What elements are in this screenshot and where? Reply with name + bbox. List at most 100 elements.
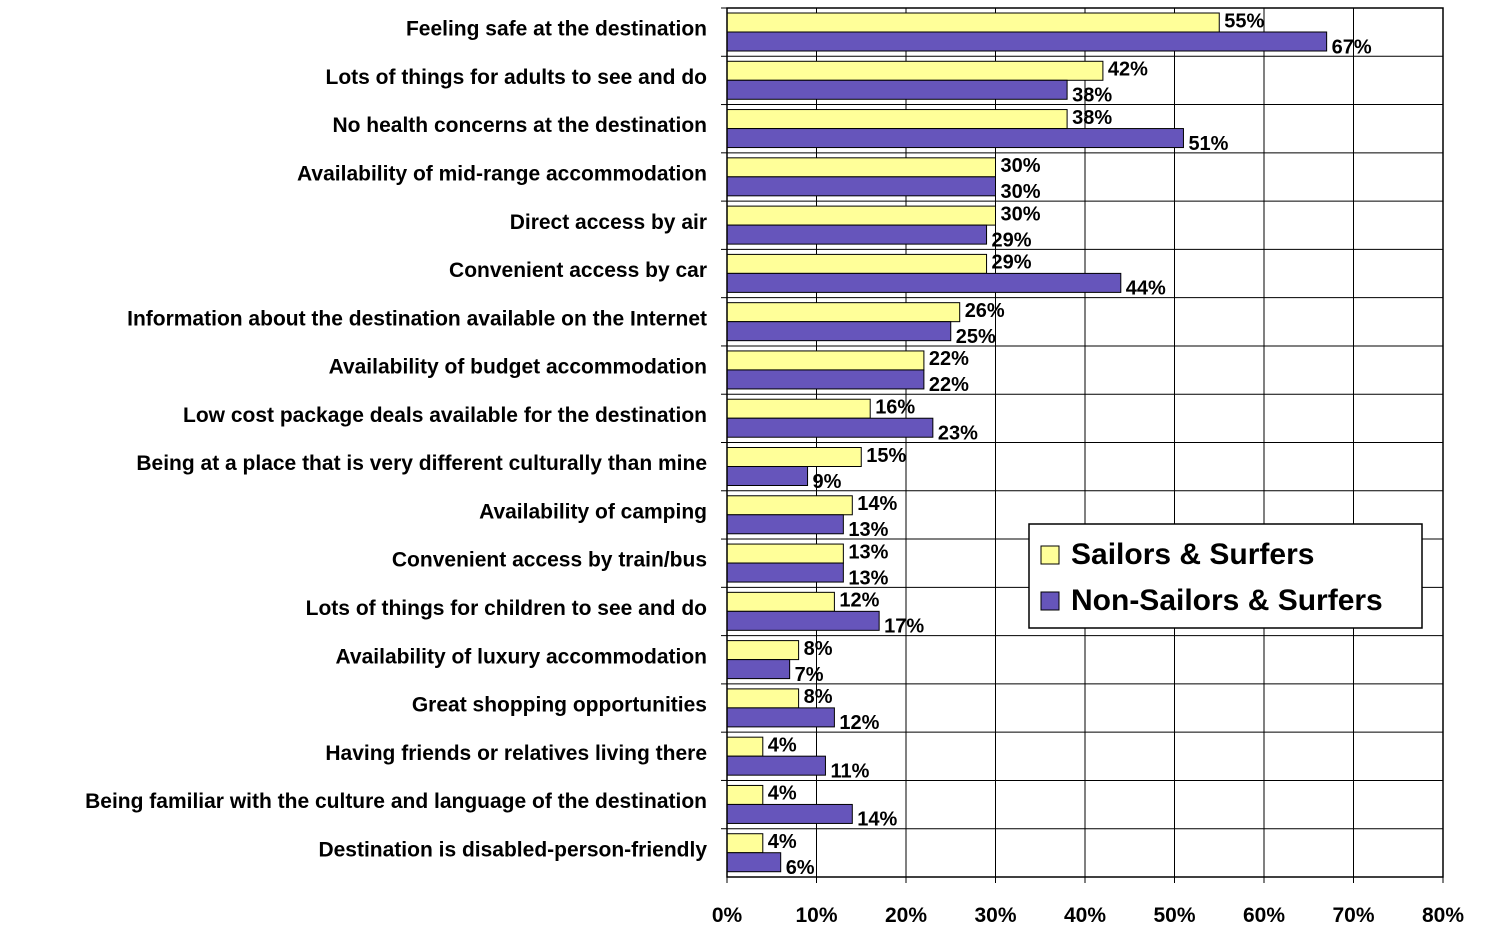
bar-sailors-surfers [726,205,996,226]
bar-non-sailors-surfers [726,610,880,631]
data-label: 17% [884,616,924,638]
bar-non-sailors-surfers [726,224,988,245]
category-label: Low cost package deals available for the… [183,404,707,427]
legend-swatch [1040,591,1060,611]
category-label: Great shopping opportunities [412,694,707,717]
data-label: 12% [839,712,879,734]
bar-sailors-surfers [726,833,764,854]
category-label: Being at a place that is very different … [136,452,707,475]
legend-box [1028,523,1423,629]
bar-sailors-surfers [726,302,961,323]
x-tick-label: 0% [712,904,743,926]
bar-sailors-surfers [726,543,844,564]
category-label: Destination is disabled-person-friendly [318,838,707,861]
bar-sailors-surfers [726,350,925,371]
data-label: 30% [1001,155,1041,177]
bar-non-sailors-surfers [726,803,853,824]
data-label: 30% [1001,203,1041,225]
data-label: 12% [839,590,879,612]
x-tick-label: 20% [885,904,927,926]
category-label: Availability of luxury accommodation [336,645,707,668]
data-label: 13% [848,541,888,563]
bar-non-sailors-surfers [726,31,1328,52]
data-label: 22% [929,374,969,396]
data-label: 8% [804,686,833,708]
legend-swatch [1040,545,1060,565]
bar-non-sailors-surfers [726,79,1068,100]
category-label: Having friends or relatives living there [325,742,707,765]
data-label: 25% [956,326,996,348]
bar-sailors-surfers [726,157,996,178]
category-label: No health concerns at the destination [332,114,707,137]
data-label: 44% [1126,278,1166,300]
bar-non-sailors-surfers [726,562,844,583]
bar-non-sailors-surfers [726,417,934,438]
category-label: Lots of things for children to see and d… [306,597,707,620]
data-label: 26% [965,300,1005,322]
data-label: 16% [875,397,915,419]
category-label: Availability of budget accommodation [329,356,707,379]
data-label: 30% [1001,181,1041,203]
data-label: 13% [848,567,888,589]
bar-non-sailors-surfers [726,128,1184,149]
bar-non-sailors-surfers [726,176,996,197]
bar-non-sailors-surfers [726,852,782,873]
x-tick-label: 70% [1332,904,1374,926]
bar-non-sailors-surfers [726,272,1122,293]
bar-sailors-surfers [726,60,1104,81]
legend-label: Non-Sailors & Surfers [1071,584,1383,617]
legend-label: Sailors & Surfers [1071,538,1314,571]
bar-sailors-surfers [726,109,1068,130]
data-label: 22% [929,348,969,370]
data-label: 4% [768,831,797,853]
data-label: 14% [857,809,897,831]
category-label: Convenient access by train/bus [392,549,707,572]
x-tick-label: 60% [1243,904,1285,926]
bar-sailors-surfers [726,784,764,805]
data-label: 29% [992,229,1032,251]
x-tick-label: 40% [1064,904,1106,926]
bar-sailors-surfers [726,640,800,661]
bar-non-sailors-surfers [726,466,809,486]
bar-non-sailors-surfers [726,659,791,680]
bar-sailors-surfers [726,591,835,612]
data-label: 8% [804,638,833,660]
x-tick-label: 50% [1153,904,1195,926]
bar-sailors-surfers [726,495,853,516]
category-label: Availability of camping [479,500,707,523]
category-label: Direct access by air [510,211,707,234]
data-label: 23% [938,423,978,445]
data-label: 38% [1072,107,1112,129]
data-label: 55% [1224,10,1264,32]
bar-non-sailors-surfers [726,755,826,776]
x-tick-label: 10% [795,904,837,926]
bar-sailors-surfers [726,736,764,757]
bar-non-sailors-surfers [726,321,952,342]
bar-sailors-surfers [726,447,862,467]
category-label: Being familiar with the culture and lang… [85,790,707,813]
category-label: Information about the destination availa… [127,307,707,330]
data-label: 42% [1108,59,1148,81]
data-label: 29% [992,252,1032,274]
data-label: 38% [1072,85,1112,107]
data-label: 11% [830,760,869,782]
bar-non-sailors-surfers [726,707,835,728]
plot-border [726,7,1444,878]
bar-non-sailors-surfers [726,369,925,390]
data-label: 6% [786,857,815,879]
data-label: 9% [813,471,842,493]
data-label: 51% [1188,133,1228,155]
data-label: 4% [768,734,797,756]
category-label: Availability of mid-range accommodation [297,163,707,186]
category-label: Lots of things for adults to see and do [326,66,708,89]
data-label: 14% [857,493,897,515]
data-label: 67% [1332,36,1372,58]
data-label: 4% [768,783,797,805]
x-tick-label: 30% [974,904,1016,926]
bar-non-sailors-surfers [726,514,844,535]
x-tick-label: 80% [1422,904,1464,926]
data-label: 7% [795,664,824,686]
bar-sailors-surfers [726,398,871,419]
bar-sailors-surfers [726,253,988,274]
